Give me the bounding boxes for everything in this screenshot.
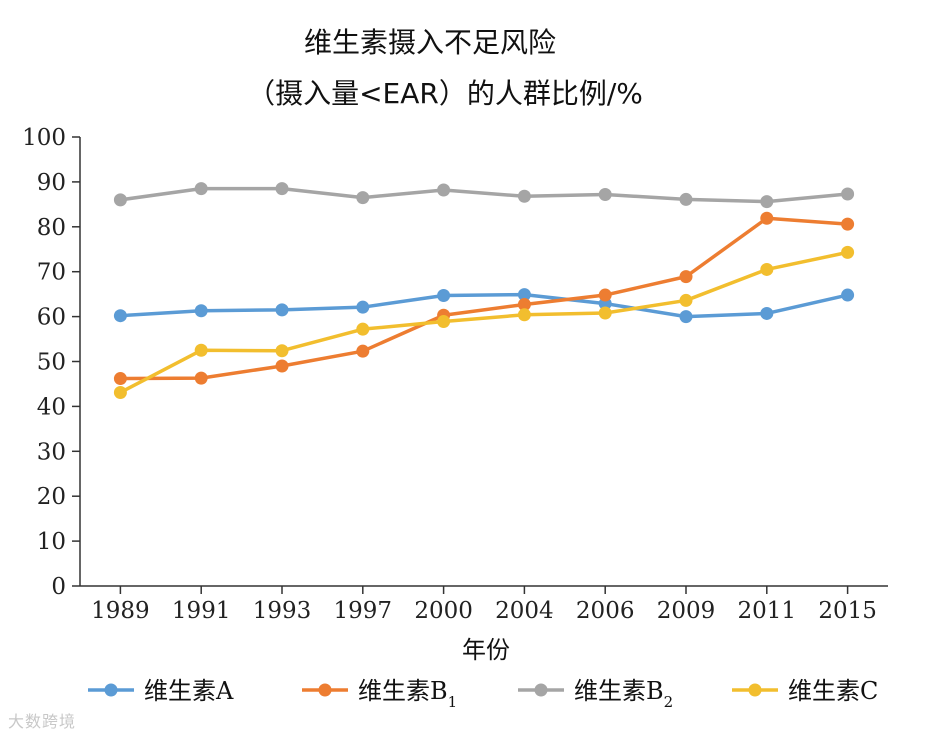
data-point (113, 385, 127, 399)
data-point (841, 245, 855, 259)
data-point (437, 183, 451, 197)
data-point (275, 344, 289, 358)
series-line (120, 216, 848, 381)
legend-item: 维生素A (88, 677, 234, 705)
axes: 0 10 20 30 40 50 60 70 80 90 100 1989 1991 1993 1997 20… (22, 125, 888, 624)
legend-label: 维生素A (144, 677, 234, 705)
y-tick-label: 100 (22, 125, 66, 151)
legend-label: 维生素C (788, 677, 878, 705)
x-tick-label: 1993 (253, 598, 312, 624)
x-tick-label: 2009 (657, 598, 716, 624)
x-tick-label: 2015 (818, 598, 877, 624)
x-tick-label: 1989 (91, 598, 150, 624)
watermark-text: 大数跨境 (8, 712, 77, 731)
legend-swatch-marker (104, 683, 118, 697)
data-point (356, 300, 370, 314)
y-tick-label: 0 (51, 574, 66, 600)
data-point (841, 217, 855, 231)
data-point (598, 288, 612, 302)
data-point (437, 288, 451, 302)
x-tick-label: 1991 (172, 598, 231, 624)
x-tick-label: 2004 (495, 598, 554, 624)
data-point (275, 182, 289, 196)
data-point (113, 193, 127, 207)
legend-item: 维生素B1 (302, 677, 457, 711)
legend-item: 维生素C (732, 677, 878, 705)
y-tick-label: 60 (37, 305, 66, 331)
data-point (275, 359, 289, 373)
data-point (113, 372, 127, 386)
data-point (194, 343, 208, 357)
data-point (275, 303, 289, 317)
legend-subscript: 1 (448, 693, 458, 711)
data-point (679, 192, 693, 206)
data-point (437, 315, 451, 329)
y-tick-label: 50 (37, 350, 66, 376)
series-line (120, 292, 848, 319)
chart-title-line1: 维生素摄入不足风险 (304, 26, 556, 59)
y-tick-label: 40 (37, 394, 66, 420)
legend-swatch-marker (318, 683, 332, 697)
series-layer (113, 182, 855, 399)
data-point (194, 304, 208, 318)
x-tick-label: 2006 (576, 598, 635, 624)
y-tick-label: 70 (37, 260, 66, 286)
y-tick-label: 90 (37, 170, 66, 196)
data-point (760, 262, 774, 276)
legend-swatch-marker (534, 683, 548, 697)
data-point (356, 191, 370, 205)
x-axis-label: 年份 (462, 636, 510, 664)
x-tick-label: 2011 (738, 598, 797, 624)
legend-label: 维生素B1 (358, 677, 457, 711)
series-line (120, 186, 848, 204)
legend-swatch-marker (748, 683, 762, 697)
series-2 (113, 211, 855, 386)
data-point (679, 310, 693, 324)
x-tick-label: 2000 (414, 598, 473, 624)
data-point (517, 189, 531, 203)
data-point (760, 211, 774, 225)
data-point (194, 182, 208, 196)
data-point (679, 270, 693, 284)
data-point (517, 308, 531, 322)
legend-label: 维生素B2 (574, 677, 673, 711)
data-point (760, 306, 774, 320)
data-point (356, 344, 370, 358)
data-point (598, 187, 612, 201)
chart-title-line2: （摄入量<EAR）的人群比例/% (247, 77, 643, 110)
legend-subscript: 2 (664, 693, 674, 711)
y-tick-label: 80 (37, 215, 66, 241)
y-tick-label: 30 (37, 439, 66, 465)
data-point (679, 293, 693, 307)
series-3 (113, 182, 855, 209)
y-tick-label: 20 (37, 484, 66, 510)
data-point (598, 306, 612, 320)
data-point (113, 309, 127, 323)
series-1 (113, 288, 855, 324)
data-point (841, 288, 855, 302)
data-point (356, 322, 370, 336)
series-4 (113, 245, 855, 399)
series-line (119, 250, 848, 395)
data-point (841, 187, 855, 201)
data-point (194, 371, 208, 385)
x-tick-label: 1997 (334, 598, 393, 624)
data-point (760, 195, 774, 209)
legend: 维生素A 维生素B1 维生素B2 维生素C (88, 677, 878, 711)
data-point (517, 288, 531, 302)
y-tick-label: 10 (37, 529, 66, 555)
data-point (517, 297, 531, 311)
legend-item: 维生素B2 (518, 677, 673, 711)
